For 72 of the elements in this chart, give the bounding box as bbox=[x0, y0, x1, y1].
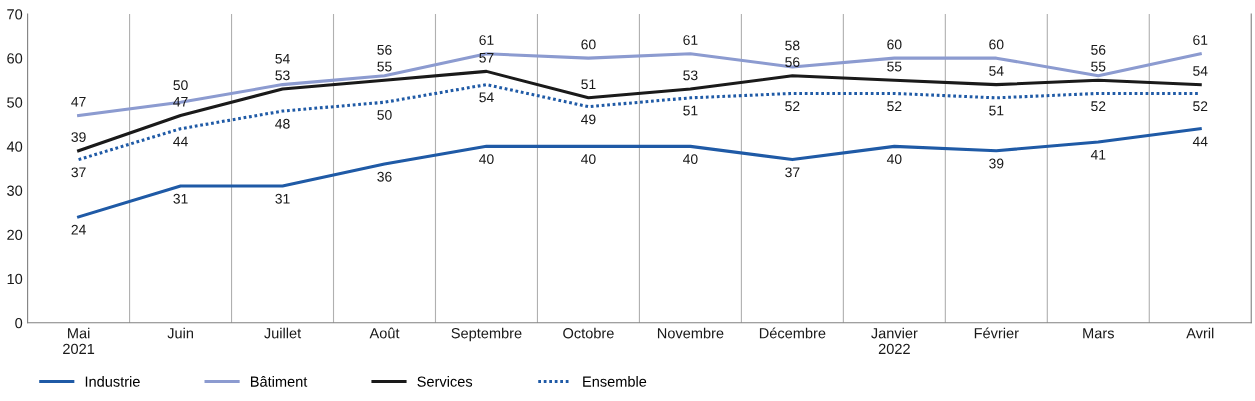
data-label: 41 bbox=[1090, 149, 1106, 160]
x-tick-label: Janvier 2022 bbox=[871, 327, 918, 355]
data-label: 52 bbox=[1091, 101, 1106, 112]
x-tick-label: Novembre bbox=[657, 327, 724, 339]
x-tick-label: Juin bbox=[167, 327, 193, 339]
data-label: 47 bbox=[173, 97, 188, 107]
x-tick-label: Décembre bbox=[759, 327, 826, 339]
data-label: 61 bbox=[1193, 35, 1208, 45]
data-label: 51 bbox=[581, 79, 596, 90]
data-label: 56 bbox=[377, 44, 392, 55]
data-label: 53 bbox=[683, 70, 698, 81]
data-label: 56 bbox=[1091, 44, 1106, 55]
data-label: 50 bbox=[377, 110, 392, 120]
data-label: 61 bbox=[479, 35, 494, 45]
x-tick-label: Avril bbox=[1186, 327, 1214, 339]
y-tick-label: 70 bbox=[7, 9, 23, 20]
y-tick-label: 30 bbox=[7, 185, 23, 196]
legend-label: Industrie bbox=[85, 376, 140, 387]
data-label: 61 bbox=[683, 35, 698, 45]
legend-label: Services bbox=[417, 376, 473, 387]
data-label: 51 bbox=[989, 105, 1004, 116]
data-label: 31 bbox=[173, 193, 188, 204]
x-tick-label: Octobre bbox=[563, 327, 614, 339]
legend-label: Ensemble bbox=[583, 376, 647, 387]
data-label: 55 bbox=[377, 61, 392, 72]
data-label: 54 bbox=[1193, 66, 1208, 76]
y-tick-label: 10 bbox=[7, 273, 23, 285]
data-label: 49 bbox=[581, 114, 596, 125]
data-label: 39 bbox=[71, 132, 86, 142]
data-label: 56 bbox=[785, 57, 800, 68]
data-label: 58 bbox=[785, 40, 800, 51]
data-label: 31 bbox=[275, 193, 290, 204]
data-label: 40 bbox=[683, 154, 698, 164]
data-label: 40 bbox=[581, 154, 596, 164]
data-label: 44 bbox=[173, 136, 188, 147]
y-tick-label: 20 bbox=[7, 229, 23, 241]
data-label: 51 bbox=[683, 105, 698, 116]
data-label: 37 bbox=[71, 167, 86, 178]
data-label: 37 bbox=[785, 167, 800, 178]
data-label: 50 bbox=[173, 80, 188, 91]
x-tick-label: Septembre bbox=[451, 327, 522, 342]
x-tick-label: Août bbox=[369, 327, 400, 339]
data-label: 55 bbox=[1091, 61, 1106, 72]
data-label: 53 bbox=[275, 70, 290, 81]
x-tick-label: Juillet bbox=[264, 327, 302, 339]
data-label: 44 bbox=[1192, 136, 1208, 147]
data-label: 40 bbox=[886, 154, 902, 164]
data-label: 54 bbox=[275, 53, 290, 64]
data-label: 57 bbox=[479, 52, 494, 63]
data-label: 55 bbox=[887, 61, 902, 72]
data-label: 60 bbox=[887, 39, 902, 50]
data-label: 52 bbox=[785, 101, 800, 112]
data-label: 36 bbox=[377, 171, 392, 182]
data-label: 52 bbox=[887, 101, 902, 112]
data-label: 47 bbox=[71, 97, 86, 107]
data-label: 60 bbox=[989, 39, 1004, 50]
data-label: 48 bbox=[275, 118, 290, 129]
legend-label: Bâtiment bbox=[250, 376, 308, 387]
data-label: 60 bbox=[581, 39, 596, 50]
data-label: 40 bbox=[479, 154, 494, 164]
y-tick-label: 0 bbox=[15, 317, 23, 329]
y-tick-label: 40 bbox=[6, 141, 23, 152]
data-label: 39 bbox=[989, 158, 1004, 169]
x-tick-label: Mai 2021 bbox=[63, 327, 95, 355]
x-tick-label: Mars bbox=[1083, 328, 1114, 339]
x-tick-label: Février bbox=[974, 327, 1019, 339]
data-label: 24 bbox=[71, 224, 86, 235]
data-label: 54 bbox=[479, 92, 494, 103]
y-tick-label: 50 bbox=[7, 97, 23, 108]
data-label: 54 bbox=[989, 66, 1004, 76]
y-tick-label: 60 bbox=[7, 53, 23, 64]
data-label: 52 bbox=[1193, 101, 1208, 112]
